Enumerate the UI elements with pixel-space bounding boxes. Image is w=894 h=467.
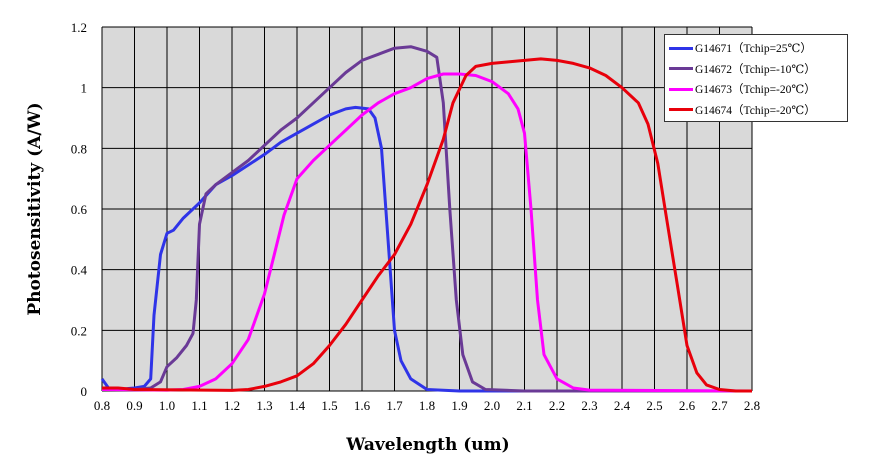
y-tick-label: 0	[81, 384, 88, 399]
legend-item: G14673（Tchip=-20℃）	[669, 79, 843, 100]
y-tick-label: 0.2	[71, 323, 87, 338]
x-tick-label: 2.6	[679, 398, 696, 413]
x-tick-label: 1.4	[289, 398, 306, 413]
x-tick-label: 2.5	[646, 398, 662, 413]
legend-swatch	[669, 108, 693, 112]
y-tick-label: 0.4	[71, 263, 88, 278]
x-tick-label: 2.2	[549, 398, 565, 413]
legend-label: G14672（Tchip=-10℃）	[695, 63, 816, 76]
x-axis-label: Wavelength (um)	[345, 435, 509, 455]
y-tick-label: 1.2	[71, 20, 87, 35]
legend-item: G14671（Tchip=25℃）	[669, 38, 843, 59]
x-tick-label: 2.0	[484, 398, 500, 413]
x-tick-label: 1.2	[224, 398, 240, 413]
legend-label: G14673（Tchip=-20℃）	[695, 84, 816, 97]
x-tick-label: 1.9	[451, 398, 467, 413]
x-tick-label: 2.3	[581, 398, 597, 413]
legend-swatch	[669, 46, 693, 50]
legend-item: G14672（Tchip=-10℃）	[669, 59, 843, 80]
grid	[101, 26, 753, 392]
x-tick-label: 0.9	[126, 398, 142, 413]
series-line-4	[102, 57, 752, 393]
y-axis-label: Photosensitivity (A/W)	[25, 102, 45, 315]
y-tick-label: 1	[81, 81, 88, 96]
x-tick-label: 1.1	[191, 398, 207, 413]
x-tick-label: 1.0	[159, 398, 175, 413]
x-tick-label: 1.8	[419, 398, 435, 413]
y-tick-label: 0.6	[71, 202, 88, 217]
legend: G14671（Tchip=25℃） G14672（Tchip=-10℃） G1467…	[664, 34, 848, 122]
y-tick-labels: 0 0.2 0.4 0.6 0.8 1 1.2	[71, 20, 88, 399]
x-tick-label: 2.7	[711, 398, 728, 413]
legend-label: G14674（Tchip=-20℃）	[695, 104, 816, 117]
x-tick-label: 1.6	[354, 398, 371, 413]
x-tick-label: 0.8	[94, 398, 110, 413]
series-line-3	[101, 72, 753, 393]
series-line-1	[100, 105, 752, 393]
series-lines	[100, 45, 753, 393]
legend-swatch	[669, 87, 693, 91]
series-line-2	[101, 45, 752, 393]
legend-item: G14674（Tchip=-20℃）	[669, 100, 843, 121]
x-tick-label: 2.1	[516, 398, 532, 413]
x-tick-label: 1.3	[256, 398, 272, 413]
x-tick-label: 1.5	[321, 398, 337, 413]
y-tick-label: 0.8	[71, 141, 87, 156]
x-tick-label: 2.8	[744, 398, 760, 413]
legend-label: G14671（Tchip=25℃）	[695, 43, 812, 56]
x-tick-label: 1.7	[386, 398, 403, 413]
legend-swatch	[669, 67, 693, 71]
x-tick-label: 2.4	[614, 398, 631, 413]
x-tick-labels: 0.8 0.9 1.0 1.1 1.2 1.3 1.4 1.5 1.6 1.7 1.8 1.9 2.0 2…	[94, 398, 760, 413]
